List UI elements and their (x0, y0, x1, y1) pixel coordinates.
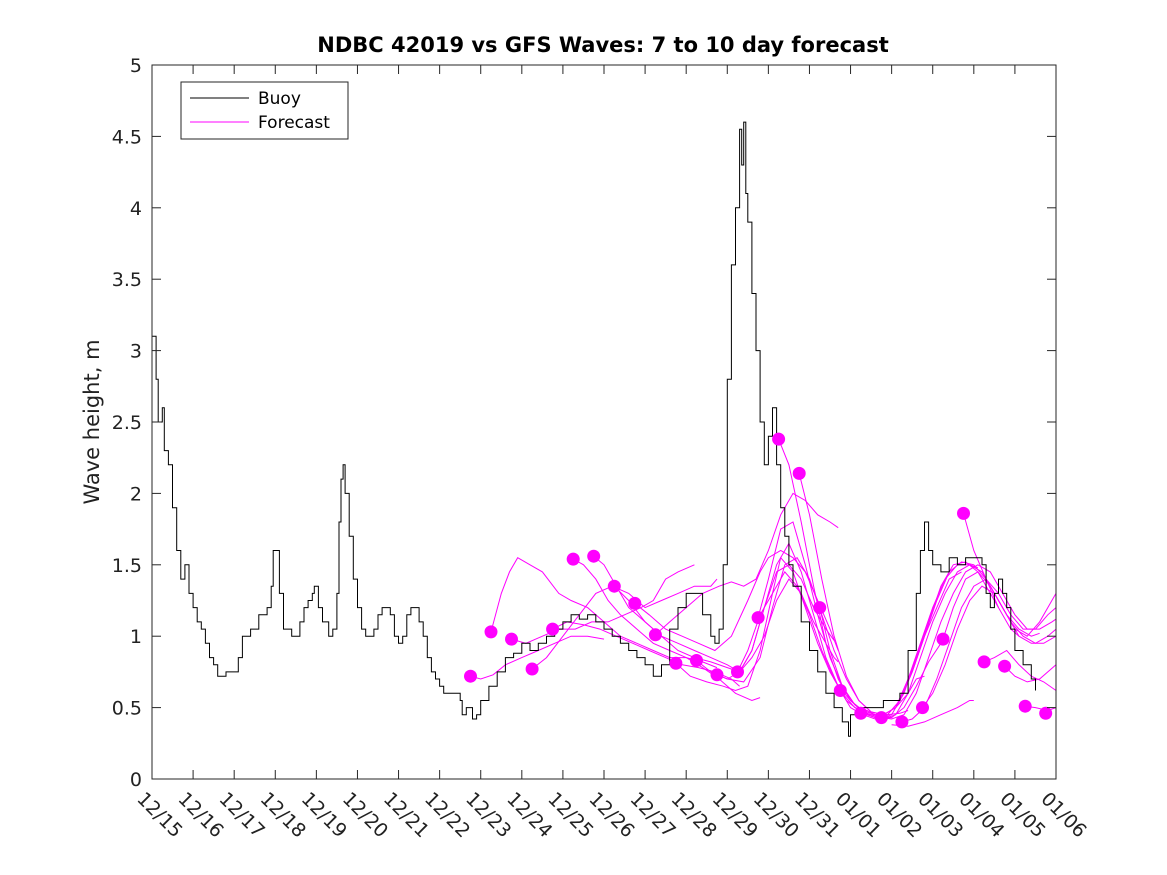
forecast-marker (505, 632, 518, 646)
forecast-line (531, 578, 718, 670)
forecast-marker (1018, 699, 1032, 713)
y-tick-label: 3.5 (112, 269, 142, 291)
forecast-markers (464, 432, 1053, 729)
forecast-marker (587, 549, 601, 563)
forecast-marker (607, 579, 621, 593)
y-tick-label: 0.5 (112, 698, 142, 720)
legend: Buoy Forecast (180, 81, 349, 140)
forecast-marker (977, 655, 991, 669)
forecast-line (839, 561, 1020, 720)
forecast-marker (772, 432, 786, 446)
forecast-marker (751, 611, 765, 625)
forecast-line (1004, 664, 1057, 683)
forecast-line (572, 558, 761, 702)
forecast-marker (628, 596, 642, 610)
forecast-line (593, 555, 835, 673)
forecast-line (470, 635, 605, 680)
legend-buoy-label: Buoy (258, 89, 301, 109)
forecast-marker (957, 506, 970, 520)
y-axis-label: Wave height, m (80, 339, 104, 504)
forecast-marker (936, 632, 950, 646)
y-tick-label: 0 (130, 769, 142, 791)
forecast-marker (833, 684, 847, 697)
forecast-line (891, 700, 974, 727)
forecast-marker (792, 466, 806, 480)
forecast-marker (464, 669, 477, 683)
forecast-marker (484, 625, 498, 639)
forecast-marker (1039, 706, 1053, 720)
forecast-marker (813, 601, 827, 615)
y-axis-ticks: 0 0.5 1 1.5 2 2.5 3 3.5 4 4.5 5 (112, 55, 1056, 791)
forecast-marker (895, 715, 909, 729)
forecast-marker (916, 701, 929, 715)
y-tick-label: 1 (130, 626, 142, 648)
forecast-line (511, 564, 695, 644)
forecast-marker (648, 628, 662, 642)
forecast-marker (710, 668, 724, 682)
forecast-line (655, 492, 839, 636)
forecast-line (860, 564, 1040, 720)
forecast-line (737, 571, 925, 716)
y-tick-label: 4.5 (112, 126, 142, 148)
forecast-marker (669, 656, 683, 670)
forecast-marker (690, 654, 703, 667)
forecast-line (798, 473, 979, 716)
y-tick-label: 2.5 (112, 412, 142, 434)
forecast-marker (874, 711, 888, 725)
legend-forecast-label: Forecast (258, 113, 330, 133)
forecast-line (983, 649, 1057, 691)
series-layer (152, 121, 1057, 737)
plot-area (152, 65, 1056, 779)
forecast-marker (525, 662, 539, 676)
chart-title: NDBC 42019 vs GFS Waves: 7 to 10 day for… (317, 33, 888, 57)
forecast-marker (854, 706, 868, 720)
y-tick-label: 1.5 (112, 555, 142, 577)
forecast-marker (998, 659, 1012, 673)
forecast-marker (566, 552, 580, 566)
forecast-line (922, 585, 1057, 708)
y-tick-label: 5 (130, 55, 142, 77)
forecast-marker (546, 622, 560, 636)
y-tick-label: 3 (130, 341, 142, 363)
y-tick-label: 2 (130, 483, 142, 505)
forecast-marker (731, 665, 744, 679)
legend-box (180, 81, 349, 140)
y-tick-label: 4 (130, 198, 142, 220)
